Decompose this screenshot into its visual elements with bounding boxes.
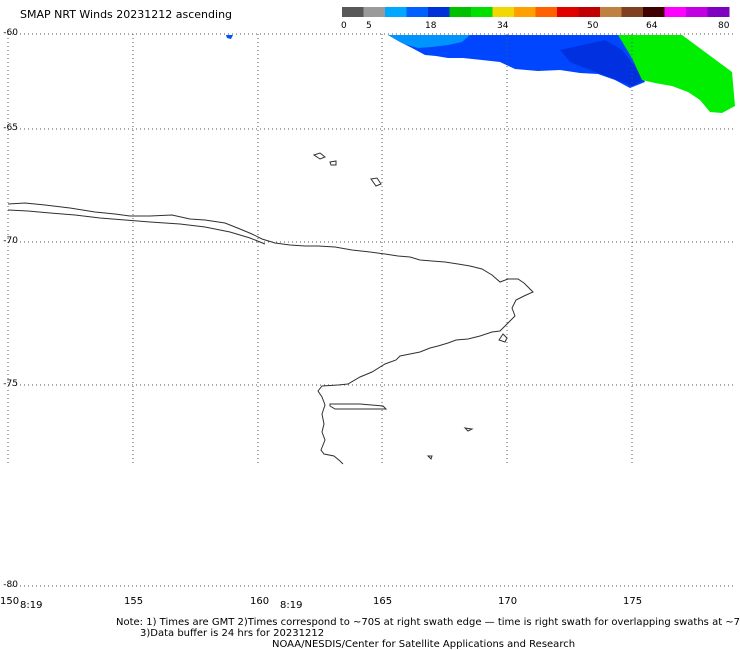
colorbar-swatch [406, 7, 429, 17]
colorbar-tick: 50 [587, 21, 599, 31]
colorbar-tick: 18 [425, 21, 437, 31]
colorbar-tick: 64 [646, 21, 658, 31]
latitude-label: -75 [3, 379, 18, 389]
longitude-label: 175 [623, 596, 643, 607]
colorbar-swatches [342, 7, 730, 17]
note-line-3: NOAA/NESDIS/Center for Satellite Applica… [272, 639, 576, 650]
colorbar-swatch [557, 7, 579, 17]
latitude-label: -80 [3, 580, 18, 590]
colorbar-tick: 5 [366, 21, 372, 31]
colorbar-swatch [578, 7, 601, 17]
swath-time-label: 8:19 [280, 600, 303, 611]
note-line-1: Note: 1) Times are GMT 2)Times correspon… [116, 617, 740, 628]
colorbar-swatch [385, 7, 407, 17]
latitude-label: -60 [3, 28, 18, 38]
longitude-label: 170 [498, 596, 518, 607]
colorbar-swatch [621, 7, 644, 17]
colorbar-swatch [514, 7, 536, 17]
colorbar-swatch [643, 7, 665, 17]
colorbar-swatch [363, 7, 386, 17]
colorbar-swatch [492, 7, 515, 17]
colorbar-swatch [471, 7, 493, 17]
colorbar-swatch [707, 7, 730, 17]
wind-blob [226, 35, 233, 39]
wind-swath-lightblue [388, 35, 470, 48]
colorbar-swatch [428, 7, 450, 17]
colorbar-tick: 0 [341, 21, 347, 31]
colorbar-swatch [686, 7, 708, 17]
map-title: SMAP NRT Winds 20231212 ascending [20, 8, 233, 21]
longitude-label: 150 [0, 596, 20, 607]
latitude-label: -65 [3, 123, 18, 133]
grid-lines [7, 33, 735, 587]
longitude-label: 165 [373, 596, 393, 607]
colorbar-swatch [600, 7, 622, 17]
longitude-label: 160 [250, 596, 270, 607]
coastline [7, 152, 534, 465]
colorbar-swatch [535, 7, 558, 17]
colorbar-tick: 34 [497, 21, 509, 31]
note-line-2: 3)Data buffer is 24 hrs for 20231212 [140, 628, 325, 639]
colorbar-tick: 80 [718, 21, 730, 31]
swath-time-label: 8:19 [20, 600, 43, 611]
latitude-label: -70 [3, 236, 18, 246]
colorbar-swatch [449, 7, 472, 17]
wind-swath-green [618, 35, 735, 113]
colorbar-swatch [664, 7, 687, 17]
wind-swath-darkblue [560, 40, 644, 86]
longitude-label: 155 [124, 596, 144, 607]
colorbar-swatch [342, 7, 364, 17]
